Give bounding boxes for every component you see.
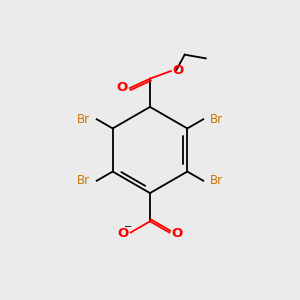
Text: Br: Br [210, 174, 223, 187]
Text: O: O [171, 226, 183, 240]
Text: O: O [172, 64, 184, 77]
Text: Br: Br [210, 113, 223, 126]
Text: Br: Br [77, 174, 90, 187]
Text: O: O [116, 81, 128, 94]
Text: O: O [117, 226, 129, 240]
Text: −: − [124, 222, 132, 232]
Text: Br: Br [77, 113, 90, 126]
